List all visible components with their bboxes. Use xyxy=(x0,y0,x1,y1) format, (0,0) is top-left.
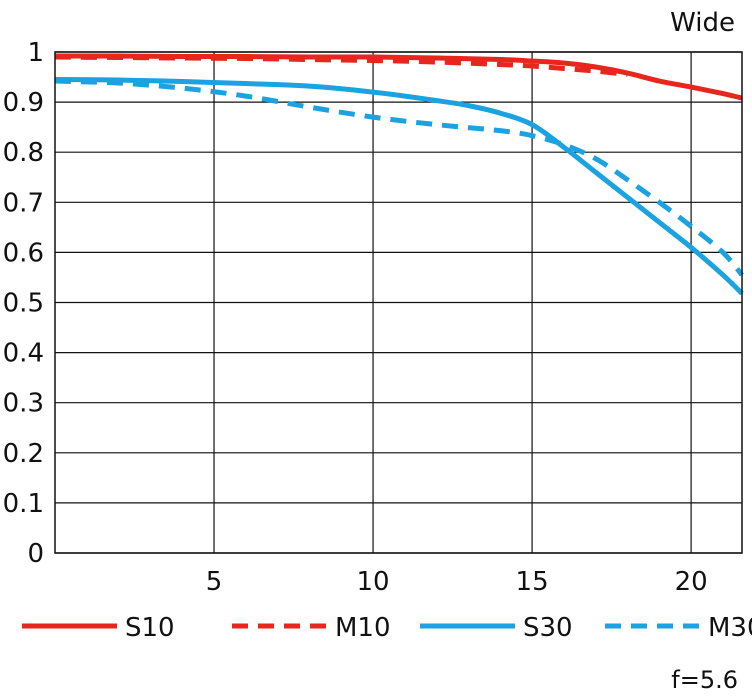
legend-label-s30: S30 xyxy=(523,613,573,643)
y-tick-label: 0.6 xyxy=(3,238,44,268)
y-tick-label: 0.2 xyxy=(3,439,44,469)
x-tick-labels: 5 10 15 20 xyxy=(206,567,708,597)
legend: S10 M10 S30 M30 xyxy=(22,613,752,643)
y-tick-label: 1 xyxy=(27,38,44,68)
y-tick-label: 0.4 xyxy=(3,339,44,369)
y-tick-label: 0 xyxy=(27,539,44,569)
x-tick-label: 10 xyxy=(357,567,390,597)
series-line-s30 xyxy=(54,77,744,296)
y-tick-label: 0.1 xyxy=(3,489,44,519)
series-lines xyxy=(54,53,744,296)
y-tick-label: 0.8 xyxy=(3,138,44,168)
chart-title: Wide xyxy=(670,8,735,38)
y-tick-labels: 0 0.1 0.2 0.3 0.4 0.5 0.6 0.7 0.8 0.9 1 xyxy=(3,38,44,569)
series-line-s10 xyxy=(54,53,743,101)
legend-label-m30: M30 xyxy=(708,613,752,643)
y-tick-label: 0.9 xyxy=(3,88,44,118)
legend-label-s10: S10 xyxy=(125,613,175,643)
x-tick-label: 15 xyxy=(516,567,549,597)
plot-frame xyxy=(54,51,743,554)
y-tick-label: 0.3 xyxy=(3,389,44,419)
x-tick-label: 20 xyxy=(675,567,708,597)
x-tick-label: 5 xyxy=(206,567,223,597)
grid-lines xyxy=(55,51,742,554)
legend-label-m10: M10 xyxy=(335,613,391,643)
y-tick-label: 0.5 xyxy=(3,289,44,319)
aperture-note: f=5.6 xyxy=(671,666,738,694)
series-line-m30 xyxy=(54,78,744,277)
y-tick-label: 0.7 xyxy=(3,188,44,218)
series-line-m10 xyxy=(54,54,628,78)
